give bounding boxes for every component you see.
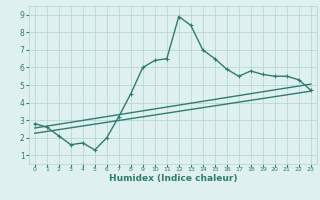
X-axis label: Humidex (Indice chaleur): Humidex (Indice chaleur) bbox=[108, 174, 237, 183]
